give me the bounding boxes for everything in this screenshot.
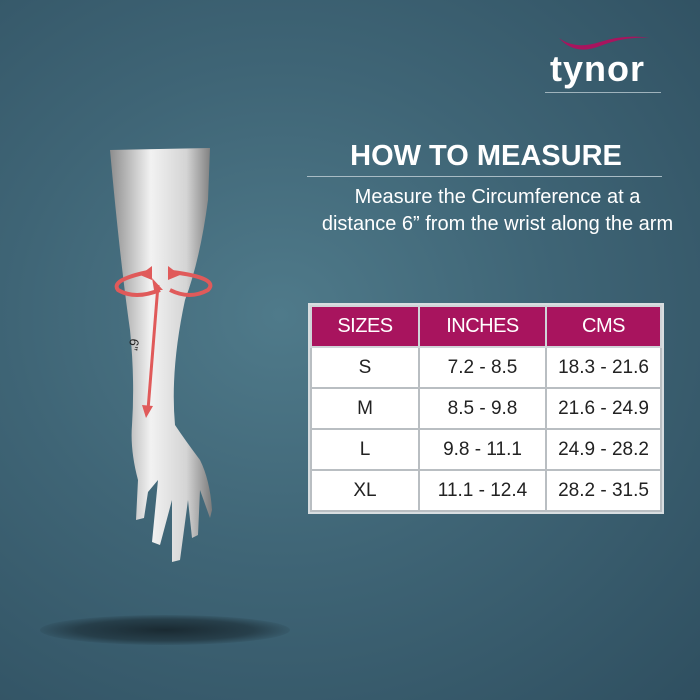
measure-instructions: Measure the Circumference at a distance …	[285, 184, 700, 238]
arm-illustration	[110, 148, 213, 562]
arrow-head-left-icon	[140, 266, 152, 280]
instruction-line-2: distance 6” from the wrist along the arm	[321, 213, 674, 235]
table-row: L 9.8 - 11.1 24.9 - 28.2	[310, 428, 662, 471]
size-cell: M	[310, 387, 420, 430]
size-cell: L	[310, 428, 420, 471]
size-cell: XL	[310, 469, 420, 512]
header-cms: CMS	[545, 305, 662, 348]
page-title: HOW TO MEASURE	[350, 140, 622, 172]
inches-cell: 11.1 - 12.4	[418, 469, 547, 512]
size-table: SIZES INCHES CMS S 7.2 - 8.5 18.3 - 21.6 M…	[310, 305, 662, 512]
size-cell: S	[310, 346, 420, 389]
header-sizes: SIZES	[310, 305, 420, 348]
instruction-line-1: Measure the Circumference at a	[354, 186, 641, 208]
table-header-row: SIZES INCHES CMS	[310, 305, 662, 348]
inches-cell: 9.8 - 11.1	[418, 428, 547, 471]
arrow-head-right-icon	[168, 266, 180, 280]
inches-cell: 7.2 - 8.5	[418, 346, 547, 389]
table-row: M 8.5 - 9.8 21.6 - 24.9	[310, 387, 662, 430]
inches-cell: 8.5 - 9.8	[418, 387, 547, 430]
brand-logo: tynor	[550, 48, 645, 89]
length-arrow-icon	[142, 278, 163, 418]
circumference-arrow-icon	[114, 270, 213, 297]
logo-swoosh-icon	[559, 36, 650, 50]
table-row: XL 11.1 - 12.4 28.2 - 31.5	[310, 469, 662, 512]
table-row: S 7.2 - 8.5 18.3 - 21.6	[310, 346, 662, 389]
logo-divider	[545, 92, 661, 93]
cms-cell: 28.2 - 31.5	[545, 469, 662, 512]
measurement-label: 6”	[125, 337, 143, 352]
cms-cell: 24.9 - 28.2	[545, 428, 662, 471]
arm-shadow	[40, 615, 290, 645]
header-inches: INCHES	[418, 305, 547, 348]
title-divider	[307, 176, 662, 177]
cms-cell: 21.6 - 24.9	[545, 387, 662, 430]
cms-cell: 18.3 - 21.6	[545, 346, 662, 389]
